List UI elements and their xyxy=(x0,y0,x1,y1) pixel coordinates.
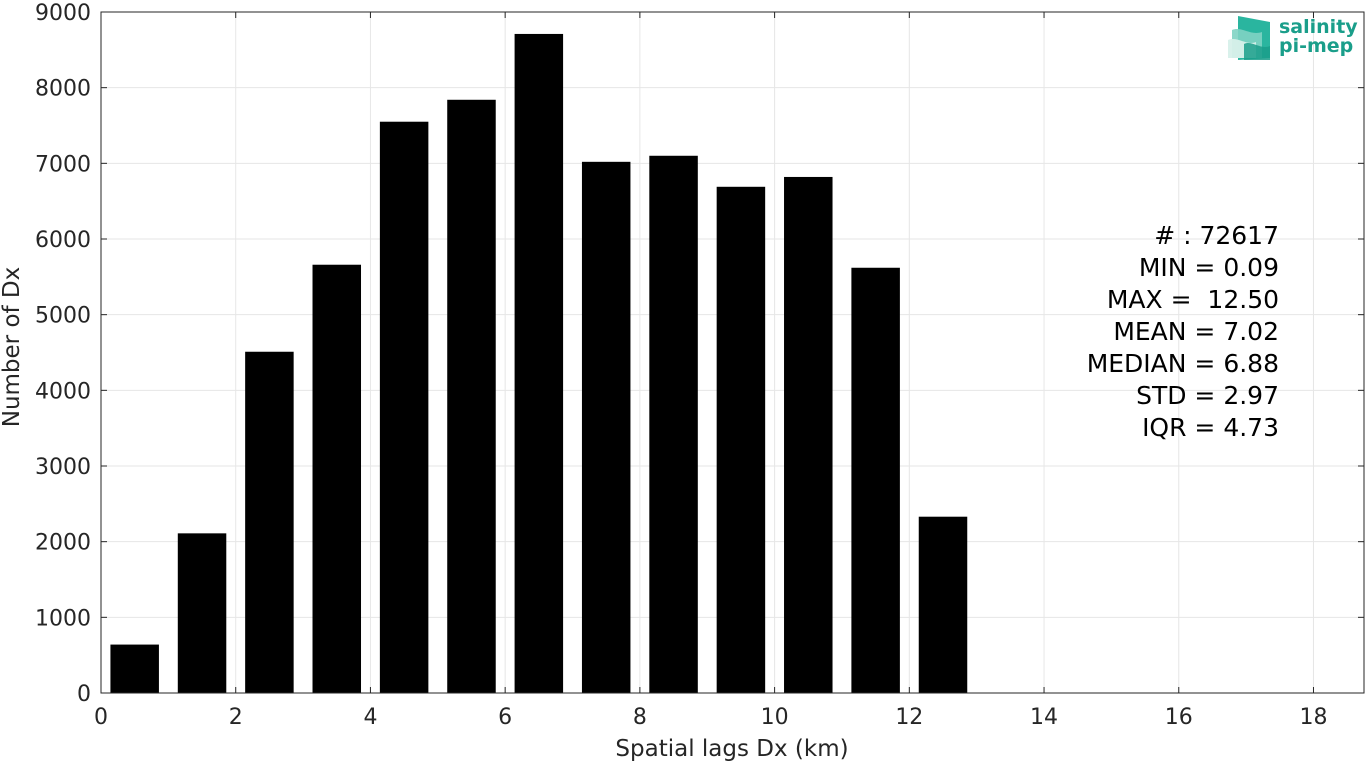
bar-0 xyxy=(110,644,159,693)
y-tick-label-1: 1000 xyxy=(35,606,91,631)
x-tick-label-1: 2 xyxy=(229,705,243,730)
y-tick-label-5: 5000 xyxy=(35,304,91,329)
stat-line-0: # : 72617 xyxy=(1154,221,1279,250)
stats-annotation: # : 72617 MIN = 0.09 MAX = 12.50 MEAN = 7.0… xyxy=(1087,221,1279,442)
y-tick-label-8: 8000 xyxy=(35,77,91,102)
stat-line-3: MEAN = 7.02 xyxy=(1113,317,1279,346)
y-tick-label-6: 6000 xyxy=(35,228,91,253)
bar-1 xyxy=(177,533,227,693)
bar-4 xyxy=(379,121,429,693)
wave-logo-icon xyxy=(1228,16,1270,60)
x-axis-ticks: 0 2 4 6 8 10 12 14 16 18 xyxy=(94,12,1327,730)
bar-10 xyxy=(784,176,833,693)
y-tick-label-4: 4000 xyxy=(35,379,91,404)
x-tick-label-7: 14 xyxy=(1030,705,1058,730)
y-tick-label-7: 7000 xyxy=(35,152,91,177)
y-tick-label-3: 3000 xyxy=(35,455,91,480)
x-tick-label-6: 12 xyxy=(895,705,923,730)
stat-line-2: MAX = 12.50 xyxy=(1107,285,1279,314)
bar-7 xyxy=(581,161,631,693)
bar-11 xyxy=(851,267,900,693)
plot-frame xyxy=(100,11,1365,694)
x-tick-label-9: 18 xyxy=(1299,705,1327,730)
salinity-pi-mep-logo: salinity pi-mep xyxy=(1228,16,1358,60)
bar-9 xyxy=(716,186,766,694)
y-tick-label-0: 0 xyxy=(77,682,91,707)
logo-line-2: pi-mep xyxy=(1279,35,1353,57)
x-tick-label-4: 8 xyxy=(633,705,647,730)
x-tick-label-5: 10 xyxy=(761,705,789,730)
x-axis-label: Spatial lags Dx (km) xyxy=(615,736,848,762)
bar-6 xyxy=(514,33,564,693)
y-tick-label-2: 2000 xyxy=(35,531,91,556)
bar-3 xyxy=(312,264,362,693)
x-tick-label-0: 0 xyxy=(94,705,108,730)
y-axis-label: Number of Dx xyxy=(0,267,25,428)
stat-line-5: STD = 2.97 xyxy=(1136,381,1279,410)
y-tick-label-9: 9000 xyxy=(35,1,91,26)
logo-line-1: salinity xyxy=(1279,16,1358,38)
bar-2 xyxy=(245,351,294,693)
bar-12 xyxy=(918,516,968,693)
x-tick-label-2: 4 xyxy=(363,705,377,730)
bar-5 xyxy=(447,99,496,694)
bar-8 xyxy=(649,155,698,693)
y-axis-ticks: 0 1000 2000 3000 4000 5000 6000 7000 8000 9000 xyxy=(35,1,1364,707)
bars xyxy=(110,33,968,694)
stat-line-4: MEDIAN = 6.88 xyxy=(1087,349,1279,378)
stat-line-1: MIN = 0.09 xyxy=(1139,253,1279,282)
x-tick-label-3: 6 xyxy=(498,705,512,730)
stat-line-6: IQR = 4.73 xyxy=(1142,413,1279,442)
x-tick-label-8: 16 xyxy=(1165,705,1193,730)
